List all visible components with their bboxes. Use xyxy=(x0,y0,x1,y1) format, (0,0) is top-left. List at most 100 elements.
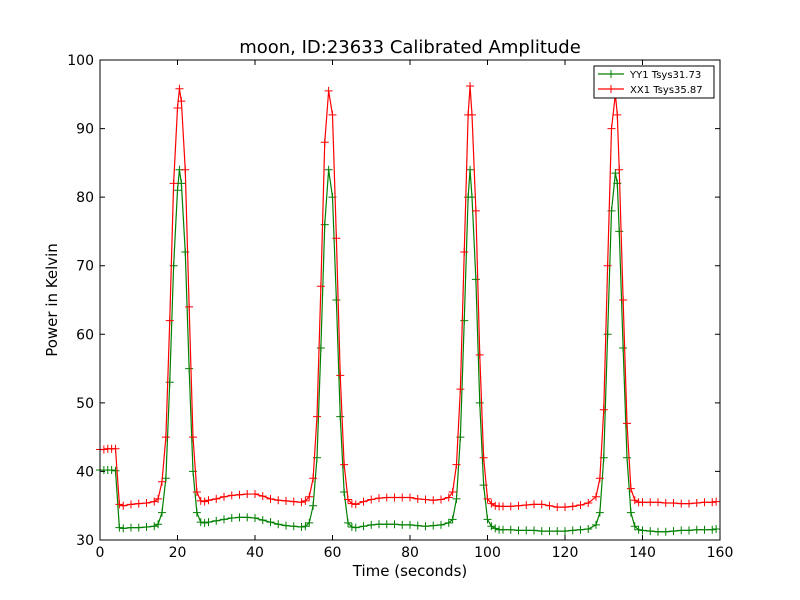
data-point xyxy=(359,497,368,506)
data-point xyxy=(595,474,604,483)
data-point xyxy=(712,525,721,534)
data-point xyxy=(700,498,709,507)
y-tick-label: 40 xyxy=(76,464,94,480)
data-point xyxy=(638,526,647,535)
data-point xyxy=(553,527,562,536)
data-point xyxy=(196,518,205,527)
data-point xyxy=(466,165,475,174)
data-point xyxy=(367,520,376,529)
data-point xyxy=(514,526,523,535)
data-point xyxy=(185,364,194,373)
legend: YY1 Tsys31.73 XX1 Tsys35.87 xyxy=(593,65,715,99)
data-point xyxy=(448,488,457,496)
data-point xyxy=(119,501,128,510)
data-point xyxy=(599,405,608,414)
data-point xyxy=(522,526,531,535)
data-point xyxy=(347,499,356,508)
data-point xyxy=(258,492,267,501)
data-point xyxy=(173,104,182,112)
series-line xyxy=(100,169,717,533)
data-point xyxy=(111,466,120,475)
data-point xyxy=(619,344,628,352)
series-0 xyxy=(96,165,721,536)
data-point xyxy=(522,501,531,510)
data-point xyxy=(545,501,554,510)
data-point xyxy=(487,522,496,531)
data-point xyxy=(154,520,163,529)
data-point xyxy=(351,523,360,532)
x-tick-label: 80 xyxy=(401,545,419,561)
data-point xyxy=(134,499,143,508)
data-point xyxy=(475,350,484,359)
data-point xyxy=(654,498,662,507)
data-point xyxy=(161,474,170,483)
data-point xyxy=(204,518,213,527)
data-point xyxy=(344,518,352,527)
data-point xyxy=(553,503,562,512)
data-point xyxy=(712,497,721,506)
data-point xyxy=(192,488,201,496)
data-point xyxy=(460,248,469,256)
data-point xyxy=(506,502,515,511)
data-point xyxy=(212,494,221,503)
data-point xyxy=(646,498,655,507)
y-axis-title: Power in Kelvin xyxy=(43,243,61,357)
legend-marker xyxy=(607,85,615,93)
data-point xyxy=(301,522,310,531)
y-tick-label: 60 xyxy=(76,327,94,343)
x-tick-label: 160 xyxy=(707,545,734,561)
data-point xyxy=(127,500,135,509)
data-point xyxy=(692,498,701,507)
data-point xyxy=(220,515,228,524)
data-point xyxy=(619,296,628,304)
data-point xyxy=(320,138,329,147)
data-point xyxy=(297,522,306,531)
data-point xyxy=(623,453,631,462)
data-point xyxy=(398,520,407,529)
data-point xyxy=(192,508,201,517)
data-point xyxy=(491,524,500,533)
data-point xyxy=(196,496,205,505)
y-tick-label: 90 xyxy=(76,122,94,138)
legend-label: XX1 Tsys35.87 xyxy=(630,85,703,96)
y-tick-label: 70 xyxy=(76,259,94,275)
data-point xyxy=(243,490,252,499)
data-point xyxy=(227,514,236,523)
data-point xyxy=(251,490,259,499)
x-tick-label: 0 xyxy=(96,545,105,561)
data-point xyxy=(274,496,283,505)
data-point xyxy=(685,499,693,508)
data-point xyxy=(561,503,569,512)
data-point xyxy=(444,493,453,502)
chart-title: moon, ID:23633 Calibrated Amplitude xyxy=(239,37,581,58)
data-point xyxy=(685,526,693,535)
data-point xyxy=(127,523,135,532)
data-point xyxy=(677,526,686,535)
data-point xyxy=(289,497,298,506)
data-point xyxy=(154,494,163,503)
data-point xyxy=(638,498,647,507)
data-point xyxy=(623,419,631,428)
data-point xyxy=(654,527,662,536)
data-point xyxy=(150,522,159,531)
data-point xyxy=(220,492,228,501)
data-point xyxy=(324,86,333,95)
data-point xyxy=(475,398,484,407)
data-point xyxy=(700,525,709,534)
data-point xyxy=(289,522,298,531)
data-point xyxy=(274,520,283,529)
data-point xyxy=(173,186,182,195)
data-point xyxy=(487,499,496,508)
data-point xyxy=(421,495,430,504)
data-point xyxy=(227,491,236,500)
data-point xyxy=(677,499,686,508)
data-point xyxy=(479,453,488,462)
legend-label: YY1 Tsys31.73 xyxy=(629,70,701,81)
data-point xyxy=(491,501,500,510)
data-point xyxy=(177,179,186,188)
data-point xyxy=(568,526,577,535)
data-point xyxy=(661,498,670,507)
data-point xyxy=(390,493,399,502)
data-point xyxy=(99,445,108,454)
